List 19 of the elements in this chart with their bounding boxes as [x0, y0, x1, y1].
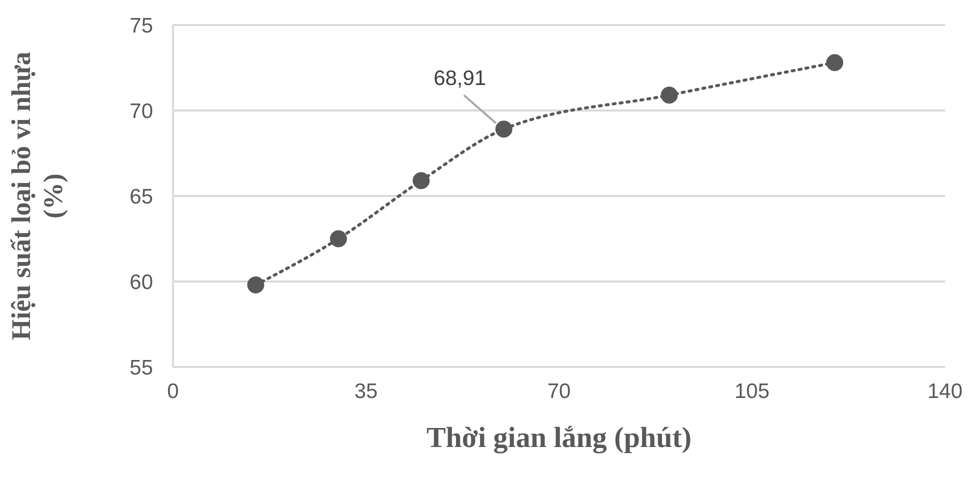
point — [412, 172, 430, 190]
y-tick-label: 65 — [130, 185, 153, 208]
x-tick-label: 35 — [354, 380, 378, 403]
y-tick-label: 55 — [130, 356, 153, 380]
x-tick-label: 0 — [167, 380, 179, 403]
x-tick-label: 140 — [927, 380, 963, 403]
y-tick-label: 70 — [130, 100, 153, 123]
point — [247, 276, 264, 294]
y-tick-label: 60 — [130, 270, 153, 294]
x-tick-label: 70 — [547, 380, 571, 403]
y-tick-label: 75 — [130, 14, 153, 38]
point — [660, 86, 678, 104]
y-axis-title: Hiệu suất loại bỏ vi nhựa (%) — [6, 51, 68, 340]
x-axis-title: Thời gian lắng (phút) — [426, 422, 692, 454]
point — [330, 230, 347, 248]
point — [826, 54, 844, 72]
data-label: 68,91 — [434, 67, 486, 90]
point — [495, 120, 512, 138]
x-tick-label: 105 — [734, 380, 770, 403]
